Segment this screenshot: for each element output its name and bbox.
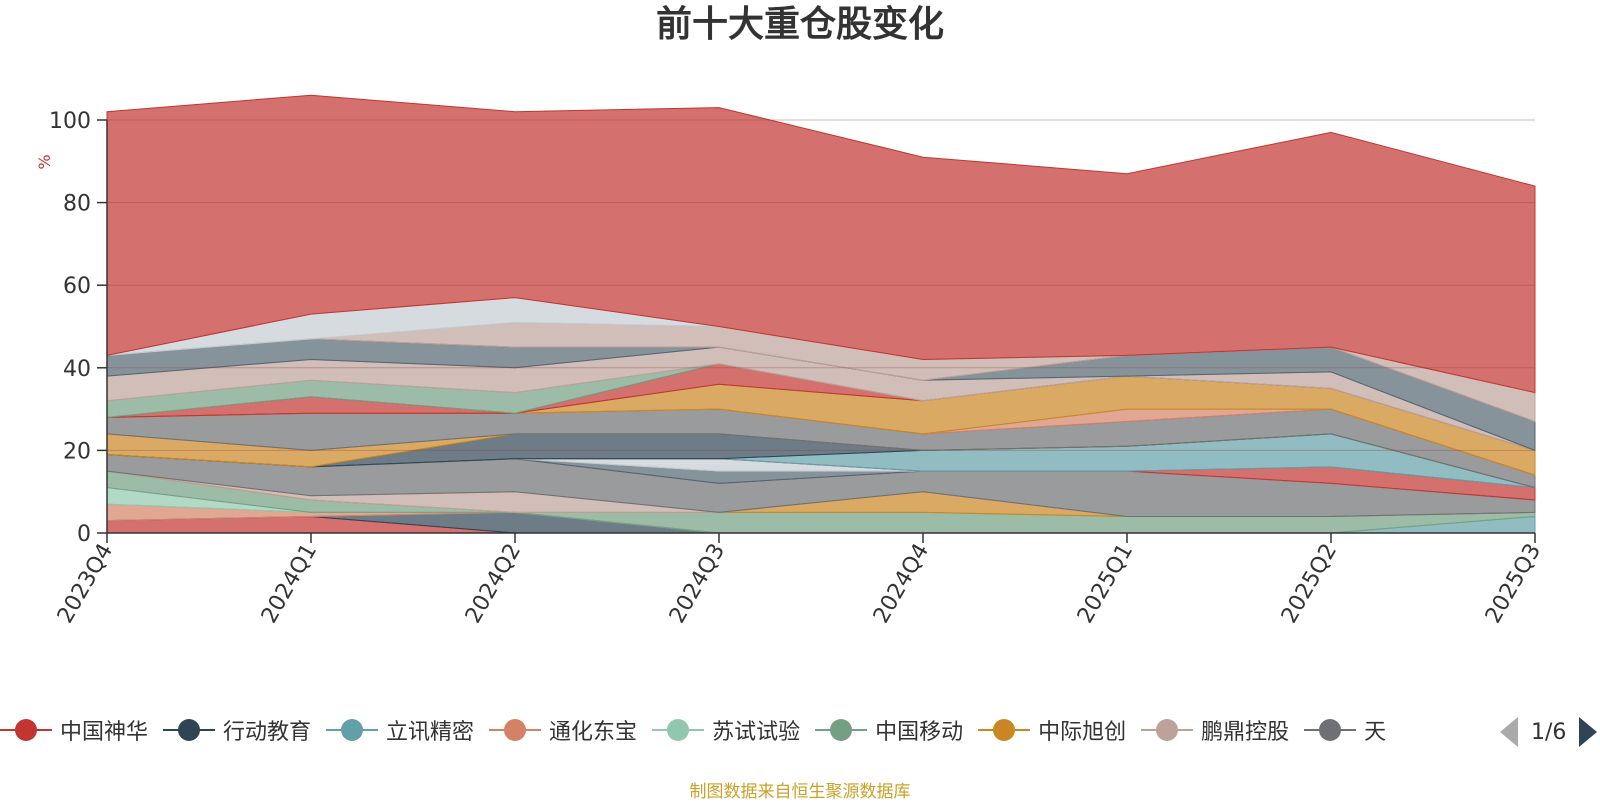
y-tick-label: 0 bbox=[77, 522, 91, 547]
x-tick-label: 2025Q2 bbox=[1277, 540, 1342, 628]
legend-marker-icon bbox=[815, 718, 868, 742]
legend-label: 中际旭创 bbox=[1038, 720, 1127, 745]
area-series-25 bbox=[106, 94, 1536, 394]
legend-marker-icon bbox=[1141, 718, 1194, 742]
legend-label: 鹏鼎控股 bbox=[1201, 720, 1290, 745]
legend-label: 行动教育 bbox=[223, 720, 312, 745]
legend-label: 苏试试验 bbox=[712, 720, 801, 745]
legend-marker-icon bbox=[163, 718, 216, 742]
legend-item[interactable]: 中国神华 bbox=[0, 710, 148, 750]
legend-label: 天 bbox=[1364, 720, 1387, 745]
legend-prev-icon[interactable] bbox=[1500, 717, 1518, 747]
legend-pager: 1/6 bbox=[1500, 715, 1598, 749]
x-tick-label: 2024Q2 bbox=[461, 540, 526, 628]
legend-item[interactable]: 鹏鼎控股 bbox=[1141, 710, 1289, 750]
legend-page-indicator: 1/6 bbox=[1531, 719, 1567, 745]
legend-item[interactable]: 中国移动 bbox=[815, 710, 963, 750]
y-axis-label: % bbox=[35, 154, 54, 169]
x-tick-label: 2024Q3 bbox=[665, 540, 730, 628]
x-tick-label: 2024Q1 bbox=[257, 540, 322, 628]
legend-item[interactable]: 立讯精密 bbox=[326, 710, 474, 750]
legend-next-icon[interactable] bbox=[1579, 717, 1598, 747]
legend-marker-icon bbox=[489, 718, 542, 742]
area-layer bbox=[106, 94, 1536, 534]
legend-marker-icon bbox=[326, 718, 379, 742]
legend-marker-icon bbox=[1304, 718, 1357, 742]
x-tick-label: 2025Q3 bbox=[1481, 540, 1546, 628]
y-tick-label: 60 bbox=[63, 274, 91, 299]
legend-label: 立讯精密 bbox=[386, 720, 475, 745]
y-tick-label: 40 bbox=[63, 357, 91, 382]
legend-item[interactable]: 中际旭创 bbox=[978, 710, 1126, 750]
legend-item[interactable]: 苏试试验 bbox=[652, 710, 800, 750]
legend-item[interactable]: 天 bbox=[1304, 710, 1386, 750]
legend-label: 通化东宝 bbox=[549, 720, 638, 745]
legend-item[interactable]: 通化东宝 bbox=[489, 710, 637, 750]
legend-label: 中国移动 bbox=[875, 720, 964, 745]
y-tick-label: 100 bbox=[49, 109, 91, 134]
legend-marker-icon bbox=[978, 718, 1031, 742]
x-tick-label: 2024Q4 bbox=[869, 540, 934, 628]
source-note: 制图数据来自恒生聚源数据库 bbox=[689, 782, 911, 802]
x-tick-label: 2025Q1 bbox=[1073, 540, 1138, 628]
legend-label: 中国神华 bbox=[60, 720, 149, 745]
legend-marker-icon bbox=[0, 718, 52, 742]
x-tick-label: 2023Q4 bbox=[53, 540, 118, 628]
grid-layer bbox=[107, 119, 1535, 451]
legend: 中国神华 行动教育 立讯精密 通化东宝 苏试试验 中国移动 中际旭创 鹏鼎控股 天 bbox=[0, 710, 1495, 750]
y-tick-label: 80 bbox=[63, 192, 91, 217]
legend-marker-icon bbox=[652, 718, 705, 742]
legend-item[interactable]: 行动教育 bbox=[163, 710, 311, 750]
y-tick-label: 20 bbox=[63, 439, 91, 464]
chart-title: 前十大重仓股变化 bbox=[655, 4, 944, 45]
